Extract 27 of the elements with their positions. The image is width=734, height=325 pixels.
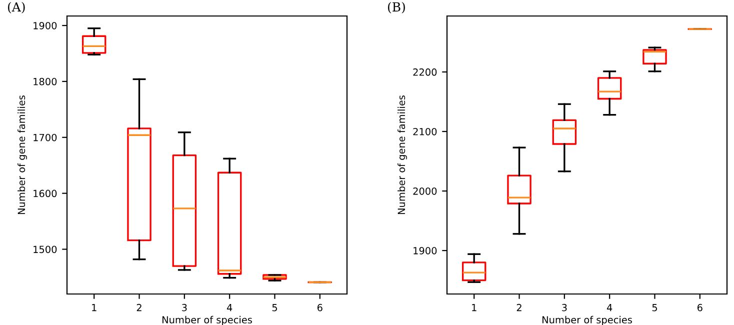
y-axis-title: Number of gene families <box>398 95 407 214</box>
y-tick-label: 1600 <box>34 190 57 198</box>
y-tick-label: 1900 <box>414 247 437 254</box>
y-tick-label: 2200 <box>413 68 437 76</box>
x-tick-label: 2 <box>136 304 142 312</box>
y-tick-label: 2000 <box>413 187 437 195</box>
y-tick-label: 1700 <box>34 134 57 142</box>
x-tick-label: 3 <box>562 304 567 312</box>
x-tick-label: 1 <box>472 304 476 312</box>
chart-title: (A) <box>8 2 25 14</box>
x-tick-label: 2 <box>516 304 522 312</box>
x-tick-label: 4 <box>226 304 232 312</box>
chart-title: (B) <box>388 2 405 14</box>
y-tick-label: 2100 <box>413 128 437 136</box>
x-axis-title: Number of species <box>162 316 252 325</box>
x-axis-title: Number of species <box>542 316 632 325</box>
y-tick-label: 1500 <box>34 246 57 254</box>
y-axis-title: Number of gene families <box>18 95 27 214</box>
y-tick-label: 1800 <box>34 78 57 86</box>
x-tick-label: 5 <box>272 304 277 312</box>
x-tick-label: 5 <box>652 304 657 312</box>
y-tick-label: 1900 <box>34 22 57 30</box>
x-tick-label: 6 <box>697 304 702 312</box>
x-tick-label: 4 <box>606 304 612 312</box>
x-tick-label: 6 <box>317 304 322 312</box>
x-tick-label: 3 <box>182 304 187 312</box>
x-tick-label: 1 <box>92 304 96 312</box>
